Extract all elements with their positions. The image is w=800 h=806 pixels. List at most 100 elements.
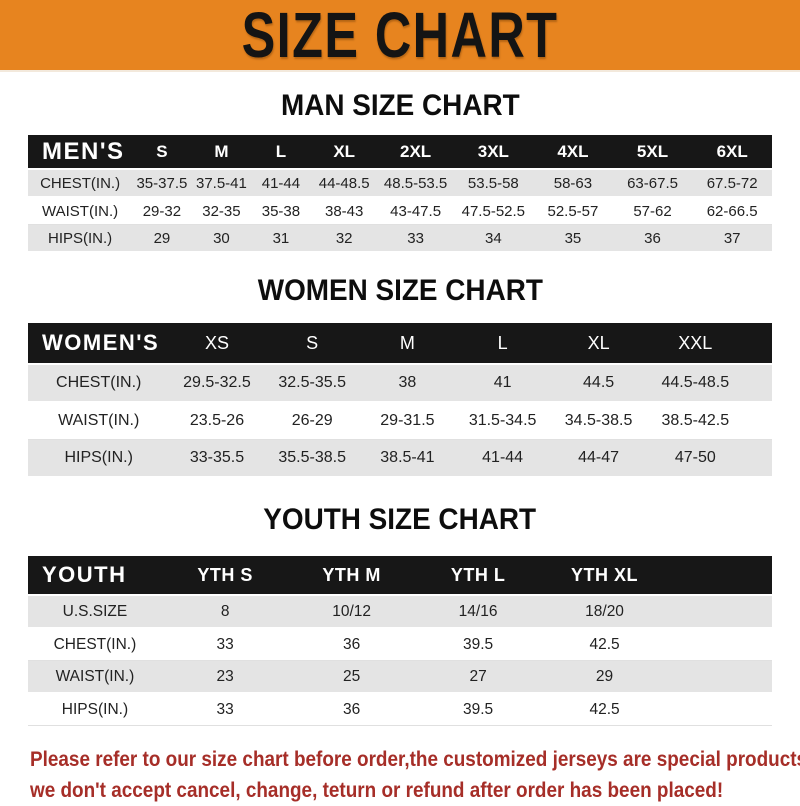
size-value: 35-37.5 <box>132 168 192 198</box>
size-value: 47.5-52.5 <box>453 196 534 225</box>
size-value: 47-50 <box>646 439 744 478</box>
size-value: 38.5-41 <box>359 439 456 478</box>
column-header: YTH L <box>414 556 542 595</box>
table-header-row: YOUTH YTH S YTH M YTH L YTH XL <box>28 556 772 595</box>
disclaimer-line-1: Please refer to our size chart before or… <box>30 747 800 771</box>
column-header: M <box>191 135 252 169</box>
size-value: 36 <box>288 692 415 726</box>
size-value: 32 <box>310 224 378 253</box>
banner: SIZE CHART <box>0 0 800 72</box>
row-label: WAIST(IN.) <box>28 196 133 225</box>
size-value: 44.5 <box>550 363 647 403</box>
size-value: 36 <box>612 224 693 253</box>
column-header: YTH S <box>161 556 289 595</box>
filler-cell <box>667 594 772 629</box>
size-value: 30 <box>191 224 252 253</box>
filler-cell <box>743 401 772 440</box>
filler-cell <box>743 323 772 364</box>
size-value: 41-44 <box>455 439 551 478</box>
size-value: 34 <box>453 224 534 253</box>
filler-cell <box>667 660 772 694</box>
column-header: 4XL <box>533 135 613 169</box>
size-value: 52.5-57 <box>533 196 613 225</box>
row-label: CHEST(IN.) <box>28 363 170 403</box>
size-value: 37.5-41 <box>191 168 252 198</box>
size-value: 23.5-26 <box>169 401 265 440</box>
row-label: U.S.SIZE <box>28 594 162 629</box>
youth-section-heading: YOUTH SIZE CHART <box>263 503 537 536</box>
size-value: 44.5-48.5 <box>646 363 744 403</box>
filler-cell <box>743 363 772 403</box>
size-value: 26-29 <box>264 401 360 440</box>
filler-cell <box>667 692 772 726</box>
table-title: MEN'S <box>28 135 133 169</box>
size-value: 29.5-32.5 <box>169 363 265 403</box>
size-value: 31.5-34.5 <box>455 401 551 440</box>
size-value: 62-66.5 <box>692 196 772 225</box>
column-header: 5XL <box>612 135 693 169</box>
size-row: CHEST(IN.) 35-37.5 37.5-41 41-44 44-48.5 48.5… <box>28 168 772 198</box>
row-label: CHEST(IN.) <box>28 168 133 198</box>
size-value: 8 <box>161 594 289 629</box>
size-value: 10/12 <box>288 594 415 629</box>
row-label: CHEST(IN.) <box>28 627 162 661</box>
youth-size-table-wrap: YOUTH YTH S YTH M YTH L YTH XL U.S.SIZE 8 10/12… <box>28 556 772 726</box>
column-header: M <box>359 323 456 364</box>
women-size-table-wrap: WOMEN'S XS S M L XL XXL CHEST(IN.) 29.5-32.5 32.5… <box>28 323 772 478</box>
size-row: HIPS(IN.) 29 30 31 32 33 34 35 36 37 <box>28 224 772 253</box>
size-table: WOMEN'S XS S M L XL XXL CHEST(IN.) 29.5-32.5 32.5… <box>28 323 772 478</box>
column-header: XS <box>169 323 265 364</box>
women-size-section: WOMEN SIZE CHART WOMEN'S XS S M L XL XXL CHEST(… <box>0 253 800 478</box>
size-value: 38-43 <box>310 196 378 225</box>
column-header: XL <box>550 323 647 364</box>
size-value: 35-38 <box>251 196 311 225</box>
column-header: XXL <box>646 323 744 364</box>
row-label: WAIST(IN.) <box>28 660 162 694</box>
size-value: 32-35 <box>191 196 252 225</box>
size-value: 33 <box>161 627 289 661</box>
size-value: 31 <box>251 224 311 253</box>
size-value: 44-47 <box>550 439 647 478</box>
filler-cell <box>743 439 772 478</box>
disclaimer: Please refer to our size chart before or… <box>0 744 800 806</box>
size-value: 32.5-35.5 <box>264 363 360 403</box>
size-value: 41-44 <box>251 168 311 198</box>
size-row: WAIST(IN.) 23 25 27 29 <box>28 660 772 694</box>
size-row: CHEST(IN.) 33 36 39.5 42.5 <box>28 627 772 661</box>
size-value: 35 <box>533 224 613 253</box>
size-row: U.S.SIZE 8 10/12 14/16 18/20 <box>28 594 772 629</box>
size-value: 43-47.5 <box>377 196 454 225</box>
size-row: HIPS(IN.) 33-35.5 35.5-38.5 38.5-41 41-44 44-… <box>28 439 772 478</box>
row-label: HIPS(IN.) <box>28 439 170 478</box>
column-header: L <box>455 323 551 364</box>
banner-title: SIZE CHART <box>241 0 559 71</box>
column-header: YTH XL <box>541 556 668 595</box>
size-value: 44-48.5 <box>310 168 378 198</box>
size-value: 67.5-72 <box>692 168 772 198</box>
size-row: HIPS(IN.) 33 36 39.5 42.5 <box>28 692 772 726</box>
size-value: 34.5-38.5 <box>550 401 647 440</box>
size-value: 36 <box>288 627 415 661</box>
filler-cell <box>667 627 772 661</box>
size-value: 48.5-53.5 <box>377 168 454 198</box>
table-header-row: MEN'S S M L XL 2XL 3XL 4XL 5XL 6XL <box>28 135 772 169</box>
table-title: WOMEN'S <box>28 323 170 364</box>
row-label: HIPS(IN.) <box>28 224 133 253</box>
size-value: 39.5 <box>414 692 542 726</box>
size-value: 42.5 <box>541 692 668 726</box>
size-value: 57-62 <box>612 196 693 225</box>
size-value: 27 <box>414 660 542 694</box>
size-row: WAIST(IN.) 29-32 32-35 35-38 38-43 43-47.5 47.… <box>28 196 772 225</box>
disclaimer-line-2: we don't accept cancel, change, teturn o… <box>30 778 724 802</box>
size-value: 29-31.5 <box>359 401 456 440</box>
men-size-section: MAN SIZE CHART MEN'S S M L XL 2XL 3XL 4XL 5XL 6XL… <box>0 72 800 253</box>
column-header: S <box>132 135 192 169</box>
size-value: 42.5 <box>541 627 668 661</box>
filler-cell <box>667 556 772 595</box>
women-section-heading: WOMEN SIZE CHART <box>257 274 543 307</box>
size-row: WAIST(IN.) 23.5-26 26-29 29-31.5 31.5-34.5 34… <box>28 401 772 440</box>
column-header: 2XL <box>377 135 454 169</box>
size-value: 33 <box>161 692 289 726</box>
size-value: 29 <box>541 660 668 694</box>
